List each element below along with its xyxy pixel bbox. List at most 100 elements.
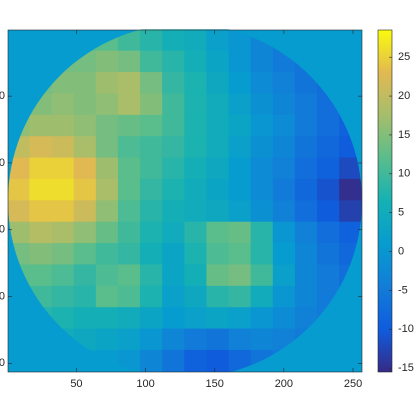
heatmap-cell [8, 178, 30, 201]
heatmap-cell [117, 200, 141, 223]
heatmap-cell [51, 285, 75, 308]
heatmap-cell [339, 157, 362, 180]
heatmap-cell [162, 157, 185, 180]
heatmap-cell [162, 93, 185, 116]
heatmap-cell [184, 72, 207, 94]
heatmap-cell [272, 200, 296, 223]
heatmap-cell [294, 114, 318, 137]
heatmap-cell [272, 136, 296, 159]
heatmap-cell [228, 285, 252, 308]
heatmap-cell [184, 178, 207, 201]
heatmap-cell [206, 29, 230, 52]
heatmap-cell [29, 157, 53, 180]
heatmap-cell [206, 50, 230, 73]
heatmap-cell [73, 264, 97, 287]
heatmap-cell [140, 349, 163, 372]
heatmap-cell [117, 328, 141, 351]
heatmap-cell [272, 72, 296, 94]
heatmap-cell [228, 50, 252, 73]
heatmap-cell [250, 93, 274, 116]
heatmap-cell [73, 200, 97, 223]
heatmap-cell [140, 50, 163, 73]
heatmap-cell [184, 157, 207, 180]
heatmap-cell [117, 243, 141, 265]
heatmap-cell [250, 264, 274, 287]
heatmap-cell [317, 243, 340, 265]
heatmap-cell [228, 93, 252, 116]
heatmap-cell [29, 136, 53, 159]
heatmap-cell [206, 349, 230, 372]
heatmap-cell [184, 243, 207, 265]
heatmap-cell [294, 285, 318, 308]
heatmap-cell [184, 93, 207, 116]
heatmap-cell [272, 285, 296, 308]
y-tick-label: 50 [0, 90, 5, 102]
heatmap-cell [140, 114, 163, 137]
axes-box [7, 29, 363, 373]
heatmap-cell [117, 157, 141, 180]
heatmap-cell [162, 264, 185, 287]
heatmap-cell [140, 221, 163, 244]
heatmap-cell [184, 114, 207, 137]
heatmap-cell [95, 264, 119, 287]
heatmap-cell [95, 328, 119, 351]
heatmap-cell [294, 264, 318, 287]
heatmap-cell [117, 264, 141, 287]
x-tick-label: 150 [206, 378, 224, 390]
heatmap-cell [228, 307, 252, 330]
heatmap-cell [294, 178, 318, 201]
heatmap-cell [228, 221, 252, 244]
heatmap-cell [206, 178, 230, 201]
heatmap-cell [184, 200, 207, 223]
heatmap-cell [51, 136, 75, 159]
heatmap-cell [272, 307, 296, 330]
heatmap-cell [339, 221, 362, 244]
heatmap-cell [117, 178, 141, 201]
heatmap-cell [317, 157, 340, 180]
heatmap-cell [228, 200, 252, 223]
heatmap-cell [162, 50, 185, 73]
colorbar-tick-label: 25 [398, 51, 410, 63]
heatmap-cell [162, 349, 185, 372]
heatmap-cell [162, 285, 185, 308]
heatmap-cell [117, 349, 141, 372]
heatmap-cell [8, 221, 30, 244]
heatmap [8, 29, 362, 372]
heatmap-cell [250, 136, 274, 159]
heatmap-cell [206, 157, 230, 180]
heatmap-cell [228, 157, 252, 180]
heatmap-cell [95, 307, 119, 330]
heatmap-cell [140, 93, 163, 116]
heatmap-cell [184, 349, 207, 372]
heatmap-cell [73, 93, 97, 116]
heatmap-cell [140, 307, 163, 330]
heatmap-cell [206, 243, 230, 265]
heatmap-cell [162, 307, 185, 330]
heatmap-cell [184, 285, 207, 308]
heatmap-cell [73, 243, 97, 265]
heatmap-cell [184, 50, 207, 73]
heatmap-cell [339, 178, 362, 201]
colorbar-tick-label: 10 [398, 168, 410, 180]
heatmap-cell [250, 50, 274, 73]
heatmap-cell [140, 285, 163, 308]
heatmap-cell [294, 157, 318, 180]
heatmap-cell [317, 114, 340, 137]
colorbar-tick-label: 0 [398, 245, 404, 257]
heatmap-cell [250, 200, 274, 223]
heatmap-cell [51, 114, 75, 137]
heatmap-cell [140, 136, 163, 159]
heatmap-cell [51, 93, 75, 116]
heatmap-cell [184, 136, 207, 159]
heatmap-cell [184, 221, 207, 244]
colorbar-tick-label: 5 [398, 207, 404, 219]
heatmap-cell [51, 264, 75, 287]
heatmap-cell [73, 178, 97, 201]
heatmap-cell [250, 72, 274, 94]
heatmap-cell [317, 200, 340, 223]
heatmap-cell [95, 50, 119, 73]
heatmap-cell [294, 243, 318, 265]
heatmap-cell [95, 72, 119, 94]
heatmap-cell [162, 114, 185, 137]
